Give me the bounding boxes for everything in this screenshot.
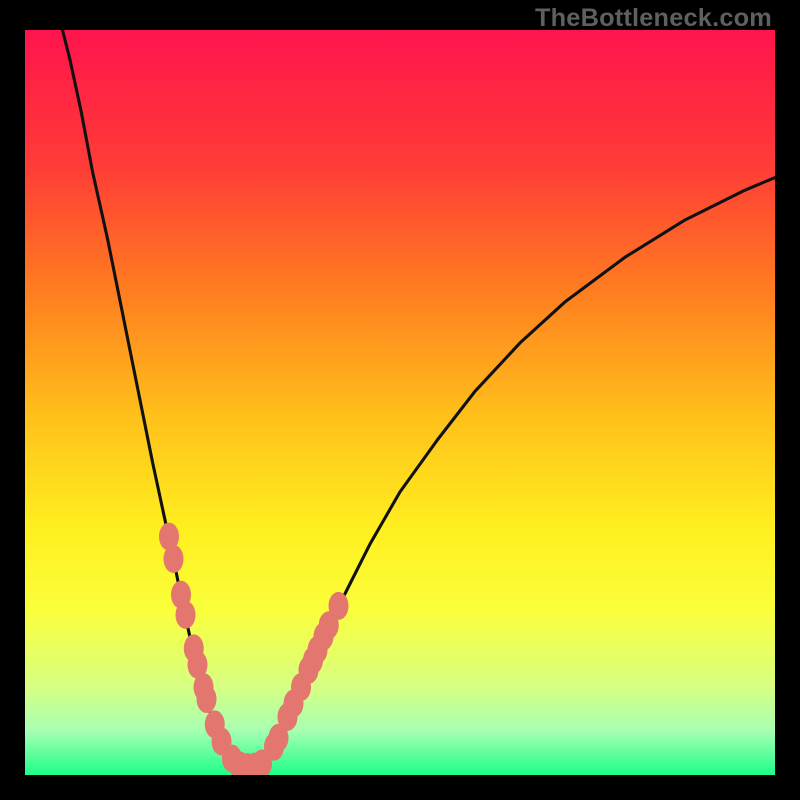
data-marker	[176, 601, 196, 629]
watermark-text: TheBottleneck.com	[535, 4, 772, 33]
data-marker	[329, 592, 349, 620]
chart-canvas: TheBottleneck.com	[0, 0, 800, 800]
data-marker	[197, 685, 217, 713]
v-curve	[63, 30, 776, 768]
bottleneck-curve-plot	[25, 30, 775, 775]
data-marker	[164, 545, 184, 573]
data-markers	[159, 523, 349, 775]
